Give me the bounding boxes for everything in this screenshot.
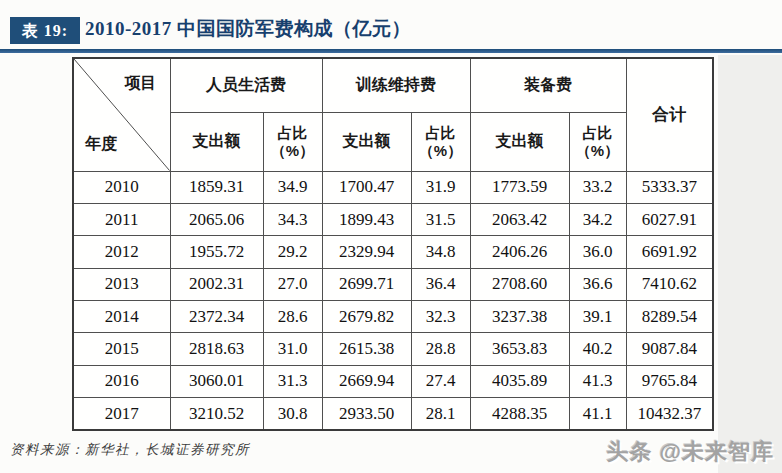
year-cell: 2010 xyxy=(73,171,170,203)
data-cell: 2818.63 xyxy=(170,333,263,365)
data-cell: 1899.43 xyxy=(322,203,411,235)
table-row: 2012 1955.72 29.2 2329.94 34.8 2406.26 3… xyxy=(73,236,713,268)
data-cell: 39.1 xyxy=(569,301,626,333)
table-row: 2013 2002.31 27.0 2699.71 36.4 2708.60 3… xyxy=(73,268,713,300)
pct-label-line2: （%） xyxy=(570,142,626,160)
data-cell: 31.5 xyxy=(411,203,470,235)
data-cell: 41.3 xyxy=(569,365,626,397)
table-title: 2010-2017 中国国防军费构成（亿元） xyxy=(85,13,411,45)
data-cell: 5333.37 xyxy=(626,171,713,203)
page-right-margin xyxy=(718,55,782,473)
data-cell: 34.8 xyxy=(411,236,470,268)
subcol-pct-2: 占比 （%） xyxy=(411,112,470,171)
data-cell: 6027.91 xyxy=(626,203,713,235)
table-row: 2015 2818.63 31.0 2615.38 28.8 3653.83 4… xyxy=(73,333,713,365)
source-note: 资料来源：新华社，长城证券研究所 xyxy=(10,441,250,459)
data-cell: 2372.34 xyxy=(170,301,263,333)
watermark-toutiao-weilaizhiku: 头条 @未来智库 xyxy=(606,437,774,467)
corner-label-year: 年度 xyxy=(85,134,117,155)
data-cell: 3060.01 xyxy=(170,365,263,397)
data-cell: 2002.31 xyxy=(170,268,263,300)
data-cell: 2406.26 xyxy=(470,236,569,268)
year-cell: 2017 xyxy=(73,398,170,430)
table-row: 2014 2372.34 28.6 2679.82 32.3 3237.38 3… xyxy=(73,301,713,333)
data-cell: 29.2 xyxy=(263,236,322,268)
data-cell: 32.3 xyxy=(411,301,470,333)
table-row: 2010 1859.31 34.9 1700.47 31.9 1773.59 3… xyxy=(73,171,713,203)
data-cell: 27.4 xyxy=(411,365,470,397)
data-cell: 36.6 xyxy=(569,268,626,300)
data-cell: 2065.06 xyxy=(170,203,263,235)
pct-label-line2: （%） xyxy=(264,142,322,160)
data-cell: 2615.38 xyxy=(322,333,411,365)
data-cell: 31.9 xyxy=(411,171,470,203)
data-cell: 36.0 xyxy=(569,236,626,268)
data-cell: 31.0 xyxy=(263,333,322,365)
data-cell: 1955.72 xyxy=(170,236,263,268)
subcol-spend-2: 支出额 xyxy=(322,112,411,171)
table-number-badge: 表 19: xyxy=(10,17,80,44)
data-cell: 1859.31 xyxy=(170,171,263,203)
pct-label-line2: （%） xyxy=(412,142,470,160)
data-cell: 7410.62 xyxy=(626,268,713,300)
subcol-spend-1: 支出额 xyxy=(170,112,263,171)
header-divider-rule xyxy=(0,49,782,53)
table-row: 2017 3210.52 30.8 2933.50 28.1 4288.35 4… xyxy=(73,398,713,430)
report-header: 表 19: 2010-2017 中国国防军费构成（亿元） xyxy=(0,0,782,53)
data-cell: 2699.71 xyxy=(322,268,411,300)
data-cell: 8289.54 xyxy=(626,301,713,333)
year-cell: 2012 xyxy=(73,236,170,268)
diagonal-corner-cell: 项目 年度 xyxy=(73,58,170,171)
year-cell: 2014 xyxy=(73,301,170,333)
data-cell: 4035.89 xyxy=(470,365,569,397)
data-cell: 2669.94 xyxy=(322,365,411,397)
data-cell: 28.8 xyxy=(411,333,470,365)
col-group-equipment: 装备费 xyxy=(470,58,626,112)
data-cell: 2933.50 xyxy=(322,398,411,430)
data-cell: 4288.35 xyxy=(470,398,569,430)
data-cell: 27.0 xyxy=(263,268,322,300)
data-cell: 33.2 xyxy=(569,171,626,203)
pct-label-line1: 占比 xyxy=(412,124,470,142)
year-cell: 2013 xyxy=(73,268,170,300)
data-cell: 9087.84 xyxy=(626,333,713,365)
col-total: 合计 xyxy=(626,58,713,171)
data-cell: 2708.60 xyxy=(470,268,569,300)
table-row: 2016 3060.01 31.3 2669.94 27.4 4035.89 4… xyxy=(73,365,713,397)
year-cell: 2015 xyxy=(73,333,170,365)
data-cell: 3210.52 xyxy=(170,398,263,430)
data-cell: 6691.92 xyxy=(626,236,713,268)
data-cell: 31.3 xyxy=(263,365,322,397)
data-cell: 2679.82 xyxy=(322,301,411,333)
data-cell: 30.8 xyxy=(263,398,322,430)
data-cell: 1773.59 xyxy=(470,171,569,203)
data-cell: 3653.83 xyxy=(470,333,569,365)
year-cell: 2016 xyxy=(73,365,170,397)
pct-label-line1: 占比 xyxy=(570,124,626,142)
col-group-personnel: 人员生活费 xyxy=(170,58,322,112)
data-cell: 9765.84 xyxy=(626,365,713,397)
data-cell: 28.1 xyxy=(411,398,470,430)
subcol-spend-3: 支出额 xyxy=(470,112,569,171)
subcol-pct-3: 占比 （%） xyxy=(569,112,626,171)
data-cell: 3237.38 xyxy=(470,301,569,333)
pct-label-line1: 占比 xyxy=(264,124,322,142)
data-cell: 34.2 xyxy=(569,203,626,235)
data-cell: 1700.47 xyxy=(322,171,411,203)
data-cell: 34.9 xyxy=(263,171,322,203)
subcol-pct-1: 占比 （%） xyxy=(263,112,322,171)
data-cell: 2329.94 xyxy=(322,236,411,268)
data-cell: 2063.42 xyxy=(470,203,569,235)
year-cell: 2011 xyxy=(73,203,170,235)
defense-budget-table: 项目 年度 人员生活费 训练维持费 装备费 合计 支出额 占比 （%） 支出额 … xyxy=(72,57,714,431)
data-cell: 36.4 xyxy=(411,268,470,300)
table-row: 2011 2065.06 34.3 1899.43 31.5 2063.42 3… xyxy=(73,203,713,235)
data-cell: 41.1 xyxy=(569,398,626,430)
data-cell: 28.6 xyxy=(263,301,322,333)
corner-label-item: 项目 xyxy=(125,73,157,94)
col-group-training: 训练维持费 xyxy=(322,58,470,112)
data-cell: 34.3 xyxy=(263,203,322,235)
data-cell: 10432.37 xyxy=(626,398,713,430)
data-cell: 40.2 xyxy=(569,333,626,365)
